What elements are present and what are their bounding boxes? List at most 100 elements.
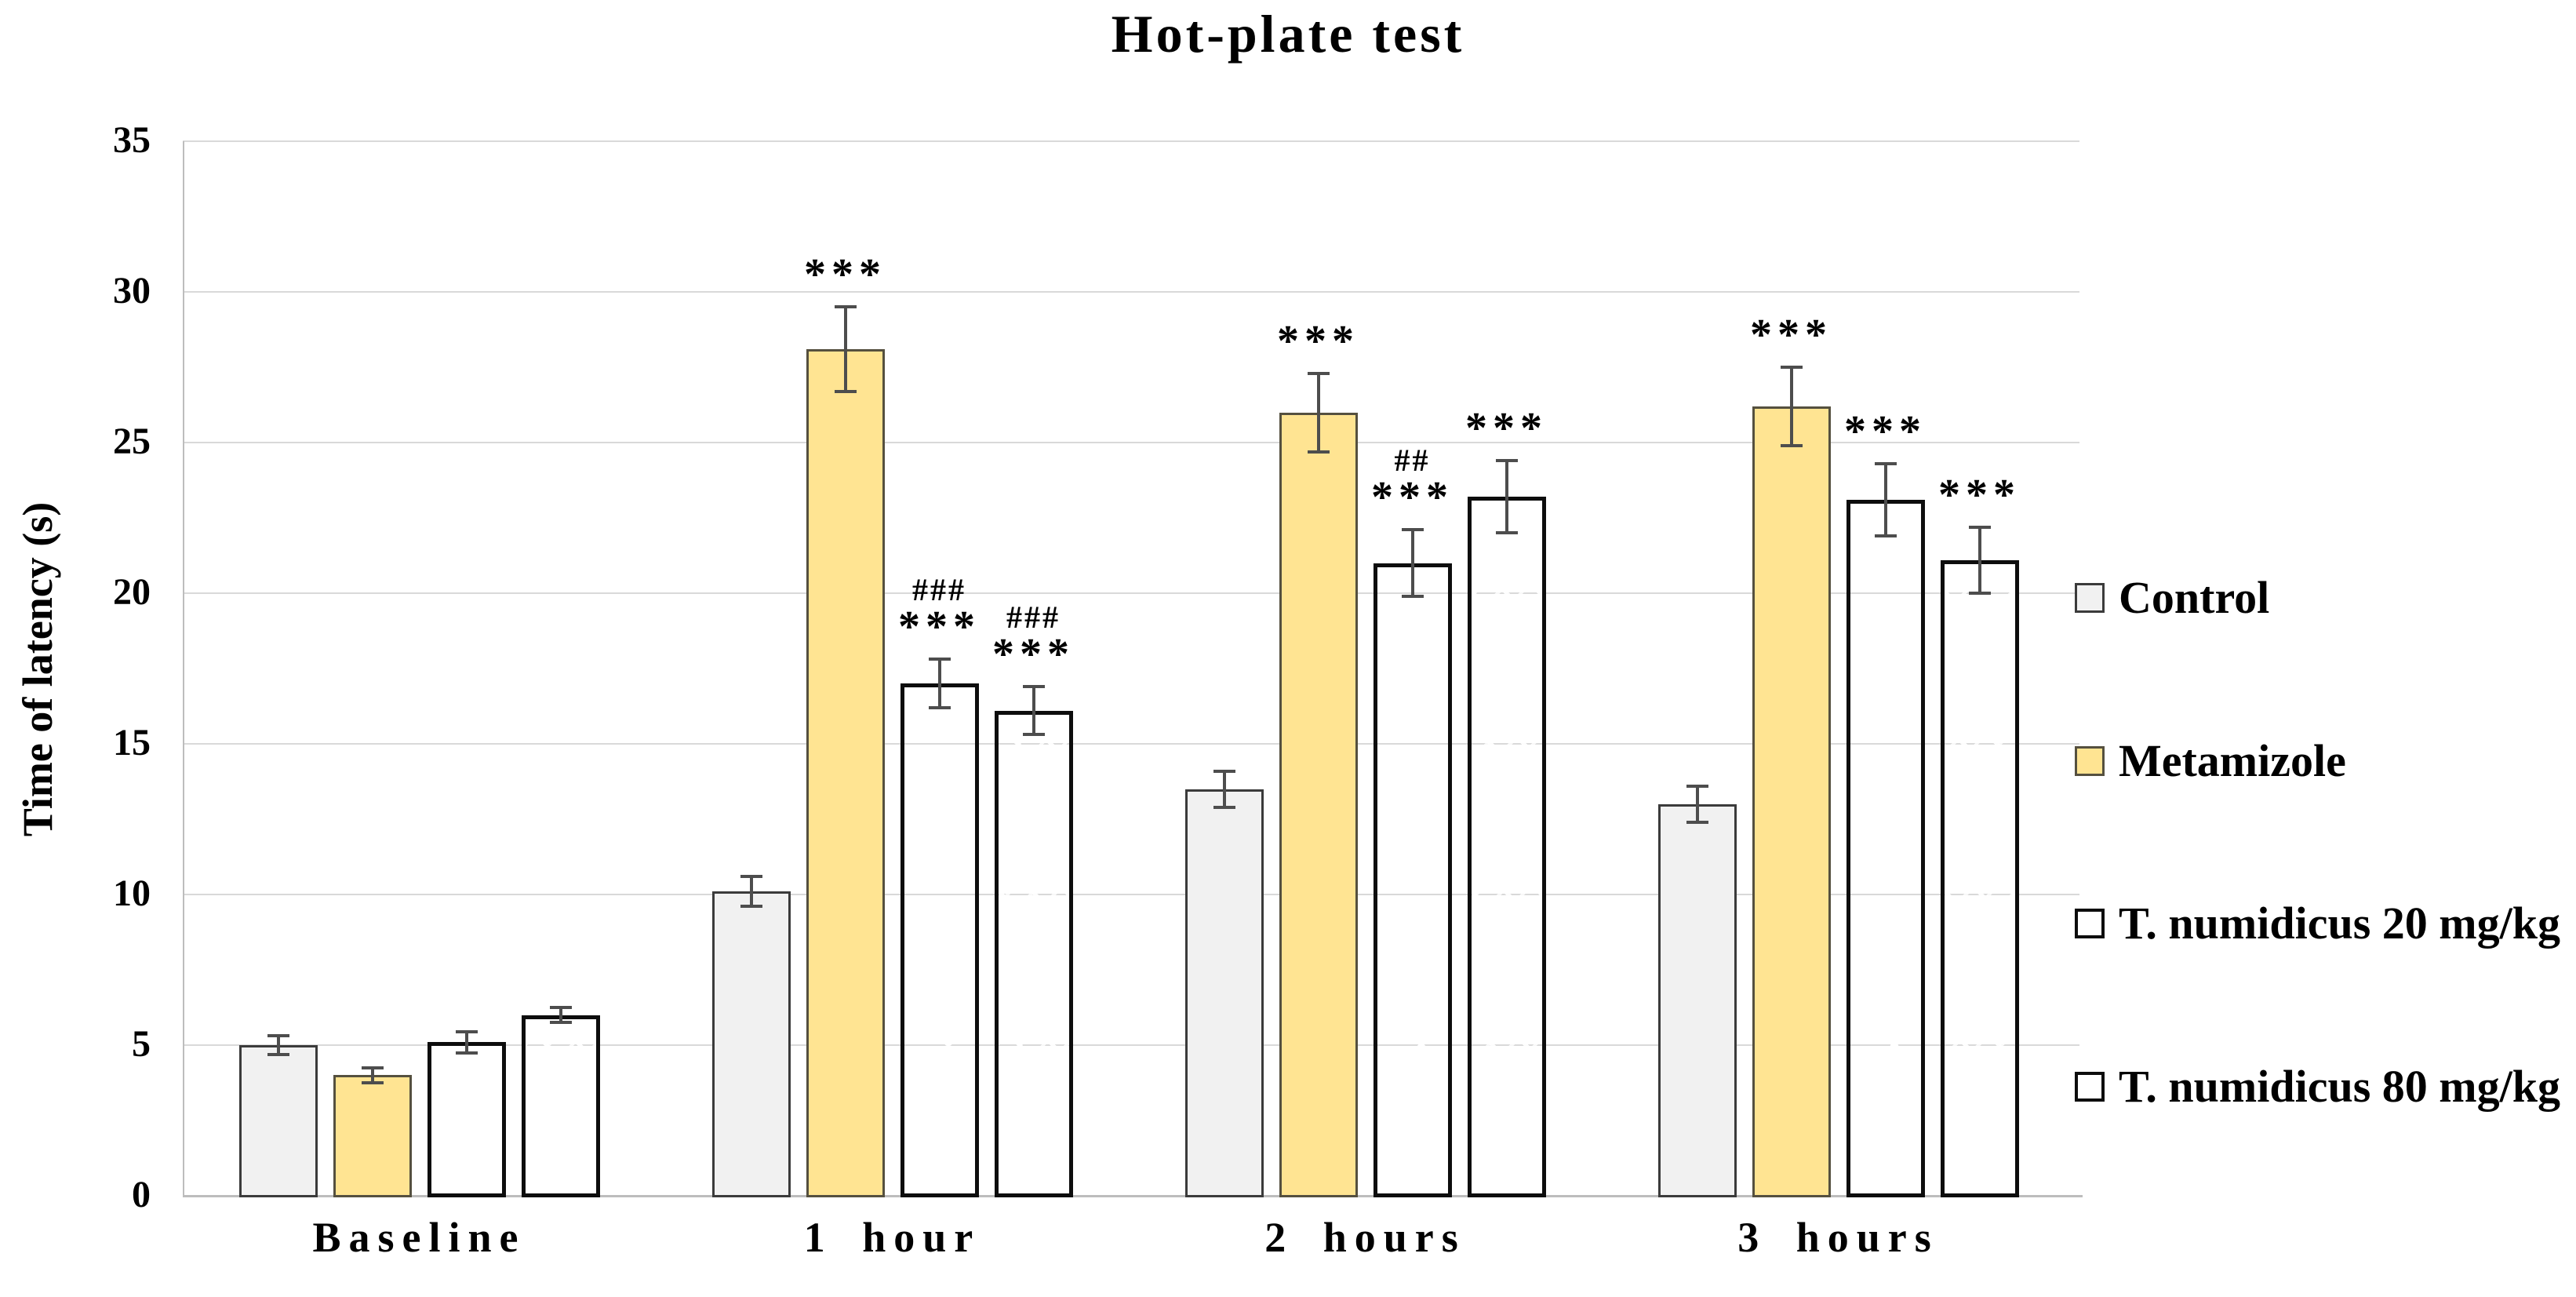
error-bar [370,1067,374,1083]
y-tick-20: 20 [113,571,151,613]
error-bar-cap-bottom [1401,594,1424,598]
bar-control-2 [711,891,791,1197]
error-bar-cap-bottom [1495,531,1518,535]
error-bar [1316,373,1320,452]
legend-marker-diagonal [2075,1071,2105,1102]
error-bar [937,659,941,708]
y-tick-10: 10 [113,873,151,914]
error-bar-cap-top [267,1034,289,1038]
error-bar-cap-top [834,305,857,309]
error-bar-cap-top [1495,459,1518,463]
error-bar-cap-bottom [1874,534,1897,538]
significance-annotation: *** [1465,404,1548,454]
category-label-2-hours: 2 hours [1264,1214,1466,1261]
error-bar-cap-top [740,874,762,878]
error-bar-cap-top [1780,366,1803,369]
significance-annotation: ### *** [898,572,981,652]
y-tick-5: 5 [132,1023,151,1065]
legend-item-metamizole: Metamizole [2075,738,2346,784]
star-significance: *** [1277,316,1359,366]
bar-t-numidicus-20-mg-kg-3 [1373,563,1452,1197]
bar-metamizole-4 [1752,406,1831,1197]
error-bar-cap-bottom [1022,733,1045,737]
error-bar-cap-top [549,1006,572,1009]
error-bar-cap-top [928,658,951,661]
y-tick-0: 0 [132,1174,151,1215]
legend-label: T. numidicus 20 mg/kg [2119,898,2560,949]
legend-label: T. numidicus 80 mg/kg [2119,1060,2560,1112]
significance-annotation: *** [1277,316,1359,366]
chart-title: Hot-plate test [1111,4,1465,64]
gridline-y10 [183,894,2079,895]
error-bar-cap-bottom [740,905,762,909]
star-significance: *** [1371,473,1454,523]
significance-annotation: *** [1750,311,1832,359]
bar-control-3 [1184,789,1264,1197]
error-bar-cap-top [455,1029,478,1033]
error-bar [1031,687,1035,735]
star-significance: *** [1844,406,1927,456]
hash-significance: ### [1006,599,1061,636]
error-bar [1977,526,1981,593]
x-axis-line [183,1195,2083,1197]
bar-t-numidicus-80-mg-kg-3 [1467,497,1546,1197]
gridline-y5 [183,1044,2079,1046]
y-tick-25: 25 [113,421,151,462]
category-label-1-hour: 1 hour [803,1214,981,1261]
legend-label: Metamizole [2119,734,2346,786]
star-significance: *** [1938,470,2021,519]
gridline-y20 [183,592,2079,594]
error-bar [843,307,847,392]
error-bar-cap-top [361,1066,384,1069]
legend-marker-solid [2075,745,2105,776]
error-bar-cap-bottom [1307,450,1330,454]
hash-significance: ## [1394,443,1431,479]
y-tick-35: 35 [113,119,151,161]
bar-t-numidicus-20-mg-kg-4 [1846,499,1925,1197]
star-significance: *** [1750,311,1832,359]
bar-t-numidicus-80-mg-kg-1 [521,1015,600,1197]
error-bar-cap-bottom [928,705,951,709]
legend-item-control: Control [2075,575,2269,621]
error-bar-cap-top [1686,784,1708,788]
y-tick-30: 30 [113,270,151,311]
star-significance: *** [1465,404,1548,454]
error-bar-cap-top [1022,685,1045,689]
error-bar [1883,463,1887,537]
error-bar [1504,461,1508,534]
hash-significance: ### [912,572,966,608]
bar-t-numidicus-20-mg-kg-1 [427,1042,506,1197]
significance-annotation: *** [1844,406,1927,456]
bar-control-4 [1657,803,1737,1197]
bar-t-numidicus-80-mg-kg-4 [1940,559,2019,1197]
error-bar-cap-top [1968,525,1991,529]
error-bar [1222,771,1226,807]
error-bar [749,876,753,907]
error-bar-cap-bottom [1780,443,1803,447]
category-label-baseline: Baseline [312,1214,526,1261]
error-bar [464,1031,468,1053]
gridline-y15 [183,743,2079,745]
bar-metamizole-1 [333,1075,412,1197]
legend-label: Control [2119,572,2270,623]
error-bar-cap-bottom [267,1052,289,1056]
error-bar-cap-bottom [1968,592,1991,595]
gridline-y35 [183,140,2079,142]
legend-marker-solid [2075,583,2105,613]
star-significance: *** [992,630,1075,679]
significance-annotation: *** [1938,470,2021,519]
error-bar-cap-bottom [1686,820,1708,824]
legend-item-t-numidicus-80-mg-kg: T. numidicus 80 mg/kg [2075,1060,2560,1112]
error-bar [1695,785,1699,822]
significance-annotation: ### *** [992,599,1075,679]
error-bar-cap-bottom [455,1051,478,1055]
error-bar-cap-bottom [361,1081,384,1084]
gridline-y30 [183,291,2079,293]
error-bar-cap-bottom [834,389,857,393]
error-bar [276,1036,280,1055]
star-significance: *** [898,603,981,652]
y-axis-line [183,141,184,1196]
error-bar [1410,530,1414,596]
star-significance: *** [804,250,886,300]
